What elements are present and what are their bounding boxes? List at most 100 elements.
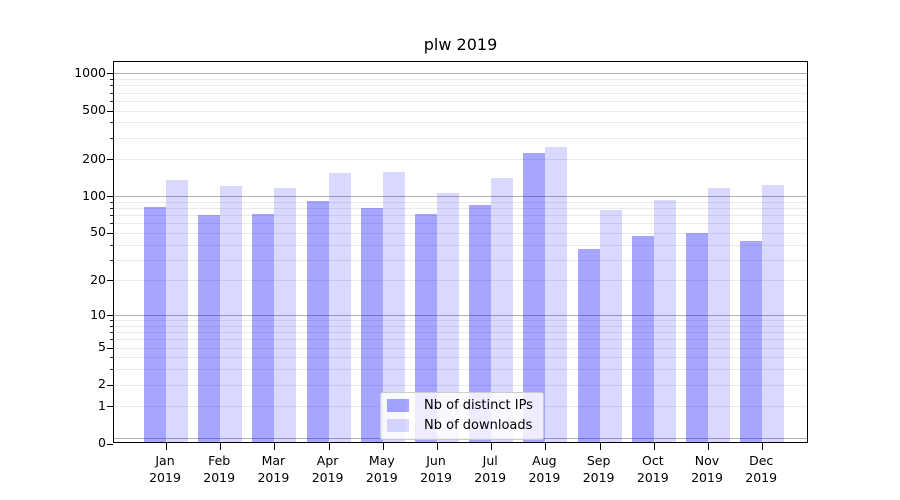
x-tick-month: May (368, 453, 395, 468)
x-tick-year: 2019 (149, 470, 181, 485)
bar-dec-distinct-ips (740, 240, 763, 442)
gridline-major (114, 196, 807, 198)
bar-nov-distinct-ips (686, 232, 708, 442)
x-tick-year: 2019 (528, 470, 561, 485)
bar-mar-downloads (274, 187, 297, 442)
bar-oct-distinct-ips (631, 235, 654, 442)
y-tick-label: 20 (90, 271, 106, 287)
x-tick (220, 443, 222, 450)
x-tick (762, 443, 764, 450)
bar-feb-distinct-ips (198, 215, 221, 442)
gridline-minor (114, 137, 807, 139)
gridline-minor (114, 384, 807, 386)
gridline-major (114, 315, 807, 317)
x-tick-month: Oct (641, 453, 664, 468)
chart-title: plw 2019 (423, 35, 498, 54)
y-tick-label: 200 (82, 150, 106, 166)
bar-dec-downloads (762, 185, 785, 442)
bar-jan-downloads (166, 180, 188, 442)
plot-area: Nb of distinct IPs Nb of downloads (107, 61, 808, 450)
x-tick-label-mar: Mar 2019 (243, 452, 303, 486)
x-tick-year: 2019 (474, 470, 507, 485)
bar-jul-distinct-ips (469, 204, 492, 442)
x-tick-month: Nov (694, 453, 720, 468)
gridline-minor (114, 320, 807, 322)
gridline-minor (114, 92, 807, 94)
y-tick-label: 50 (90, 224, 106, 240)
x-tick (708, 443, 709, 450)
gridline-minor (114, 208, 807, 210)
bar-aug-downloads (545, 146, 568, 442)
legend-swatch-downloads (387, 419, 409, 432)
y-minor-tick (110, 339, 113, 341)
x-tick-label-oct: Oct 2019 (623, 452, 683, 486)
x-tick-label-dec: Dec 2019 (731, 452, 791, 486)
x-tick-label-jun: Jun 2019 (406, 452, 466, 486)
y-tick-label: 1 (98, 397, 106, 413)
x-tick (382, 443, 384, 450)
y-major-tick (107, 73, 113, 75)
x-tick-month: Jan (155, 453, 175, 468)
gridline-minor (114, 347, 807, 349)
gridline-minor (114, 122, 807, 124)
x-tick-year: 2019 (636, 470, 669, 485)
bar-may-distinct-ips (360, 208, 383, 442)
x-tick (599, 443, 601, 450)
x-tick-label-jan: Jan 2019 (135, 452, 195, 486)
y-major-tick (107, 196, 113, 198)
bar-apr-downloads (328, 172, 351, 442)
x-tick (491, 443, 493, 450)
y-minor-tick (110, 137, 113, 139)
x-tick-year: 2019 (582, 470, 615, 485)
bar-jun-distinct-ips (415, 213, 437, 442)
y-major-tick (107, 280, 113, 282)
x-tick-month: Jul (482, 453, 498, 468)
y-tick-label: 500 (82, 102, 106, 118)
x-tick-month: Feb (208, 453, 231, 468)
gridline-major (114, 73, 807, 75)
y-tick-label: 100 (82, 187, 106, 203)
y-tick-label: 0 (98, 435, 106, 450)
x-tick-month: Aug (532, 453, 557, 468)
y-major-tick (107, 406, 113, 408)
x-tick-month: Apr (316, 453, 339, 468)
bar-jun-downloads (437, 193, 459, 442)
x-tick-month: Jun (426, 453, 446, 468)
bar-oct-downloads (653, 200, 676, 442)
gridline-minor (114, 259, 807, 261)
legend-label-distinct-ips: Nb of distinct IPs (424, 398, 533, 413)
bar-jan-distinct-ips (144, 207, 166, 442)
y-minor-tick (110, 332, 113, 334)
gridline-minor (114, 244, 807, 246)
x-tick-label-aug: Aug 2019 (514, 452, 574, 486)
y-major-tick (107, 347, 113, 349)
y-minor-tick (110, 325, 113, 327)
x-tick-label-feb: Feb 2019 (189, 452, 249, 486)
gridline-minor (114, 369, 807, 371)
y-major-tick (107, 315, 113, 317)
y-minor-tick (110, 100, 113, 102)
x-tick-year: 2019 (203, 470, 236, 485)
legend: Nb of distinct IPs Nb of downloads (380, 392, 544, 440)
x-tick-year: 2019 (311, 470, 344, 485)
gridline-minor (114, 85, 807, 87)
bar-sep-distinct-ips (577, 248, 600, 442)
y-minor-tick (110, 79, 113, 81)
gridline-minor (114, 110, 807, 112)
bar-aug-distinct-ips (523, 153, 546, 442)
x-tick-year: 2019 (365, 470, 398, 485)
x-tick-label-may: May 2019 (352, 452, 412, 486)
y-minor-tick (110, 122, 113, 124)
y-minor-tick (110, 357, 113, 359)
gridline-minor (114, 79, 807, 81)
gridline-minor (114, 215, 807, 217)
x-tick-month: Mar (261, 453, 286, 468)
y-minor-tick (110, 92, 113, 94)
bar-sep-downloads (599, 210, 622, 442)
x-tick (545, 443, 547, 450)
gridline-minor (114, 339, 807, 341)
y-tick-label: 10 (90, 306, 106, 322)
y-tick-label: 2 (98, 376, 106, 392)
x-tick-year: 2019 (745, 470, 778, 485)
gridline-minor (114, 100, 807, 102)
